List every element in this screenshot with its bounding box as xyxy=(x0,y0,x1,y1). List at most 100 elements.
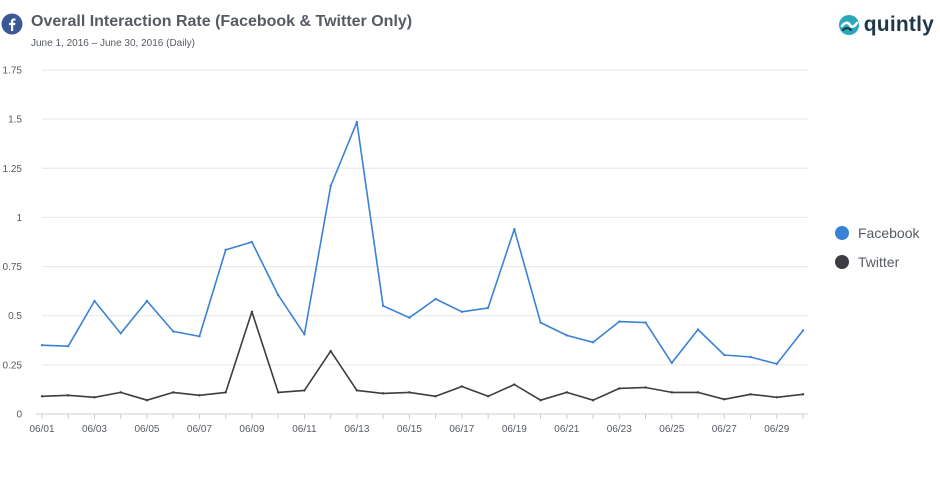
y-tick-label: 0.25 xyxy=(3,360,23,371)
x-tick-label: 06/05 xyxy=(134,424,159,435)
data-point-twitter[interactable] xyxy=(486,395,490,398)
x-tick-label: 06/17 xyxy=(449,424,474,435)
legend-label-twitter: Twitter xyxy=(858,253,900,270)
legend-label-facebook: Facebook xyxy=(858,224,920,241)
data-point-facebook[interactable] xyxy=(434,297,437,301)
x-tick-label: 06/09 xyxy=(239,424,264,435)
x-tick-label: 06/21 xyxy=(554,424,579,435)
data-point-twitter[interactable] xyxy=(198,394,201,397)
y-tick-label: 1.5 xyxy=(8,115,22,126)
data-point-facebook[interactable] xyxy=(775,362,778,366)
data-point-twitter[interactable] xyxy=(93,396,96,399)
y-tick-label: 0 xyxy=(16,410,22,421)
data-point-twitter[interactable] xyxy=(723,398,726,401)
data-point-facebook[interactable] xyxy=(67,344,70,348)
x-tick-label: 06/15 xyxy=(397,424,422,435)
data-point-facebook[interactable] xyxy=(381,304,385,308)
data-point-facebook[interactable] xyxy=(591,341,595,344)
data-point-twitter[interactable] xyxy=(434,395,437,398)
data-point-facebook[interactable] xyxy=(250,240,254,244)
data-point-twitter[interactable] xyxy=(329,349,332,353)
data-point-twitter[interactable] xyxy=(250,310,254,313)
y-tick-label: 0.75 xyxy=(3,262,23,273)
data-point-twitter[interactable] xyxy=(696,391,700,394)
x-tick-label: 06/03 xyxy=(82,424,107,435)
series-lines xyxy=(40,120,805,402)
data-point-facebook[interactable] xyxy=(670,361,673,365)
data-point-twitter[interactable] xyxy=(749,393,752,396)
chart-axes: 0 0.25 0.5 0.75 1 1.25 1.5 1.75 06/01 06/03 06/05 0… xyxy=(3,66,808,435)
legend-item-twitter[interactable]: Twitter xyxy=(835,247,919,276)
data-point-twitter[interactable] xyxy=(670,391,673,394)
brand-name: quintly xyxy=(863,13,934,36)
data-point-twitter[interactable] xyxy=(644,386,647,389)
data-point-twitter[interactable] xyxy=(460,385,464,388)
data-point-twitter[interactable] xyxy=(40,395,44,398)
x-tick-label: 06/19 xyxy=(502,424,527,435)
data-point-facebook[interactable] xyxy=(119,332,122,335)
data-point-twitter[interactable] xyxy=(303,389,306,392)
data-point-facebook[interactable] xyxy=(723,353,726,357)
data-point-twitter[interactable] xyxy=(539,399,542,402)
data-point-twitter[interactable] xyxy=(565,391,569,394)
data-point-facebook[interactable] xyxy=(355,120,359,124)
legend-swatch-twitter xyxy=(835,254,849,269)
data-point-twitter[interactable] xyxy=(381,392,385,395)
data-point-facebook[interactable] xyxy=(565,334,569,337)
data-point-twitter[interactable] xyxy=(513,383,516,386)
data-point-twitter[interactable] xyxy=(67,394,70,397)
y-tick-label: 1.75 xyxy=(3,66,23,77)
data-point-twitter[interactable] xyxy=(408,391,411,394)
x-tick-label: 06/07 xyxy=(187,424,212,435)
data-point-twitter[interactable] xyxy=(355,389,359,392)
series-line-facebook[interactable] xyxy=(41,121,804,365)
data-point-facebook[interactable] xyxy=(276,293,280,297)
data-point-facebook[interactable] xyxy=(224,248,227,252)
y-tick-label: 1 xyxy=(16,213,22,224)
legend-item-facebook[interactable]: Facebook xyxy=(835,218,919,247)
facebook-icon xyxy=(1,13,23,35)
data-point-twitter[interactable] xyxy=(618,387,621,390)
data-point-facebook[interactable] xyxy=(486,306,490,310)
data-point-twitter[interactable] xyxy=(276,391,280,394)
data-point-facebook[interactable] xyxy=(644,321,647,324)
legend-swatch-facebook xyxy=(835,225,849,240)
y-tick-label: 0.5 xyxy=(8,311,22,322)
data-point-twitter[interactable] xyxy=(591,399,595,402)
data-point-facebook[interactable] xyxy=(303,333,306,336)
data-point-facebook[interactable] xyxy=(93,299,96,303)
data-point-facebook[interactable] xyxy=(408,316,411,319)
data-point-facebook[interactable] xyxy=(801,329,805,332)
x-tick-label: 06/13 xyxy=(344,424,369,435)
data-point-twitter[interactable] xyxy=(172,391,175,394)
data-point-facebook[interactable] xyxy=(172,330,175,333)
x-tick-label: 06/29 xyxy=(764,424,789,435)
chart-title: Overall Interaction Rate (Facebook & Twi… xyxy=(31,13,413,30)
x-tick-label: 06/27 xyxy=(712,424,737,435)
y-tick-label: 1.25 xyxy=(3,164,23,175)
data-point-facebook[interactable] xyxy=(539,321,542,324)
data-point-facebook[interactable] xyxy=(329,184,332,188)
data-point-facebook[interactable] xyxy=(696,328,700,331)
data-point-twitter[interactable] xyxy=(801,393,805,396)
data-point-facebook[interactable] xyxy=(749,355,752,359)
data-point-twitter[interactable] xyxy=(145,399,149,402)
data-point-twitter[interactable] xyxy=(224,391,227,394)
data-point-facebook[interactable] xyxy=(40,344,44,347)
x-tick-label: 06/01 xyxy=(29,424,54,435)
series-line-twitter[interactable] xyxy=(41,310,804,402)
data-point-facebook[interactable] xyxy=(460,310,464,313)
data-point-facebook[interactable] xyxy=(618,320,621,323)
legend: Facebook Twitter xyxy=(835,218,919,276)
brand-logo: quintly xyxy=(838,12,934,38)
chart-subtitle: June 1, 2016 – June 30, 2016 (Daily) xyxy=(31,38,195,49)
grid-lines xyxy=(42,69,808,366)
x-tick-label: 06/23 xyxy=(607,424,632,435)
x-tick-label: 06/25 xyxy=(659,424,684,435)
data-point-facebook[interactable] xyxy=(145,299,149,303)
data-point-twitter[interactable] xyxy=(775,396,778,399)
data-point-twitter[interactable] xyxy=(119,391,122,394)
data-point-facebook[interactable] xyxy=(198,335,201,338)
data-point-facebook[interactable] xyxy=(513,228,516,231)
